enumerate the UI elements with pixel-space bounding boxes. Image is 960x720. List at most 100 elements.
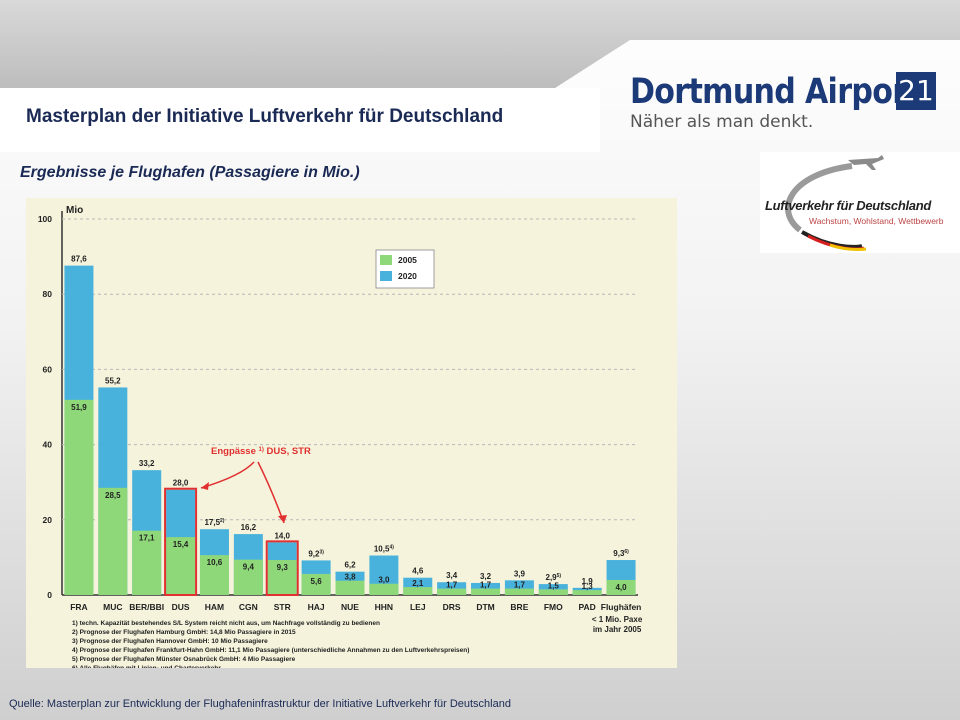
data-label-2005: 1,3 [582, 582, 594, 591]
x-tick-label: BRE [510, 602, 528, 612]
data-label-2020: 1,9 [582, 577, 594, 586]
bar-2005 [64, 399, 94, 595]
chart-panel: Mio 0 20 40 60 80 100 87,6 51,9 FRA 55,2 28,5 MUC 33,… [26, 198, 677, 672]
x-tick-label: FMO [544, 602, 563, 612]
y-tick-label: 0 [47, 590, 52, 600]
bar-2005 [233, 559, 263, 595]
bar-2005 [335, 580, 365, 595]
footnote: 1) techn. Kapazität bestehendes S/L Syst… [72, 620, 380, 627]
bar-2005 [301, 573, 331, 595]
bar-2005 [369, 583, 399, 595]
y-tick-label: 40 [43, 440, 53, 450]
x-tick-sublabel: im Jahr 2005 [593, 625, 642, 634]
data-label-2020: 9,36) [613, 549, 629, 558]
footnote-marker: 1) [259, 447, 264, 453]
bar-2005 [471, 588, 501, 595]
x-tick-label: STR [274, 602, 291, 612]
data-label-2005: 3,0 [378, 576, 390, 585]
data-label-2005: 28,5 [105, 491, 121, 500]
partner-logo: Luftverkehr für Deutschland Wachstum, Wo… [760, 152, 960, 253]
legend-label: 2005 [398, 255, 417, 265]
slide-title: Masterplan der Initiative Luftverkehr fü… [26, 106, 504, 127]
data-label-2020: 2,95) [546, 573, 562, 582]
x-tick-label: CGN [239, 602, 258, 612]
y-tick-label: 80 [43, 289, 53, 299]
footnote: 4) Prognose der Flughafen Frankfurt-Hahn… [72, 647, 469, 654]
footnote-marker: 4) [389, 545, 394, 551]
logo-badge: 21 [896, 72, 936, 110]
partner-subtitle: Wachstum, Wohlstand, Wettbewerb [809, 216, 944, 226]
data-label-2020: 14,0 [274, 531, 290, 540]
bottleneck-annotation: Engpässe 1) DUS, STR [211, 446, 311, 457]
annotation-arrow [257, 461, 285, 524]
x-tick-label: BER/BBI [129, 602, 164, 612]
x-tick-label: PAD [579, 602, 596, 612]
data-label-2005: 10,6 [207, 558, 223, 567]
data-label-2005: 9,4 [243, 563, 255, 572]
bar-2005 [199, 555, 229, 595]
x-tick-label: HHN [375, 602, 393, 612]
footnote-marker: 3) [319, 549, 324, 555]
data-label-2005: 51,9 [71, 403, 87, 412]
bar-2005 [437, 588, 467, 595]
x-tick-label: LEJ [410, 602, 426, 612]
data-label-2005: 4,0 [615, 583, 627, 592]
data-label-2020: 55,2 [105, 376, 121, 385]
logo-tagline: Näher als man denkt. [630, 112, 814, 132]
legend-swatch [380, 271, 392, 281]
section-title: Ergebnisse je Flughafen (Passagiere in M… [20, 164, 360, 181]
passenger-bar-chart: Mio 0 20 40 60 80 100 87,6 51,9 FRA 55,2 28,5 MUC 33,… [38, 205, 643, 672]
footnote: 3) Prognose der Flughafen Hannover GmbH:… [72, 638, 268, 645]
data-label-2005: 1,5 [548, 581, 560, 590]
x-tick-label: DRS [443, 602, 461, 612]
footnote-marker: 6) [624, 549, 629, 555]
data-label-2005: 1,7 [446, 581, 458, 590]
data-label-2005: 17,1 [139, 534, 155, 543]
header-band [0, 0, 960, 152]
airplane-icon [848, 155, 884, 170]
data-label-2005: 9,3 [277, 563, 289, 572]
y-tick-label: 100 [38, 214, 52, 224]
footnote-marker: 5) [557, 573, 562, 579]
x-tick-label: MUC [103, 602, 122, 612]
footnote: 5) Prognose der Flughafen Münster Osnabr… [72, 656, 296, 663]
y-tick-label: 20 [43, 515, 53, 525]
y-axis-unit: Mio [66, 205, 83, 216]
bar-2005 [538, 589, 568, 595]
highlight-box [265, 540, 299, 596]
data-label-2020: 28,0 [173, 479, 189, 488]
data-label-2020: 17,52) [204, 518, 224, 527]
footnote: 6) Alle Flughäfen mit Linien- und Charte… [72, 665, 221, 668]
data-label-2005: 15,4 [173, 540, 189, 549]
x-tick-label: Flughäfen [601, 602, 642, 612]
x-tick-label: HAJ [308, 602, 325, 612]
bar-2005 [504, 588, 534, 595]
x-tick-label: FRA [70, 602, 87, 612]
footnote-marker: 2) [220, 518, 225, 524]
bar-2005 [572, 590, 602, 595]
bar-2005 [132, 530, 162, 595]
bar-2005 [403, 587, 433, 595]
annotation-airports: DUS, STR [264, 446, 311, 457]
data-label-2020: 16,2 [241, 523, 257, 532]
y-tick-label: 60 [43, 364, 53, 374]
data-label-2005: 1,7 [480, 581, 492, 590]
bar-2005 [267, 560, 297, 595]
x-tick-label: DUS [172, 602, 190, 612]
dortmund-airport-logo: Dortmund Airport [630, 72, 921, 112]
data-label-2020: 3,9 [514, 569, 526, 578]
x-tick-sublabel: < 1 Mio. Paxe [592, 615, 643, 624]
data-label-2020: 4,6 [412, 567, 424, 576]
arrow-head [278, 515, 287, 523]
data-label-2005: 5,6 [311, 577, 323, 586]
x-tick-label: DTM [476, 602, 494, 612]
bar-2005 [166, 537, 196, 595]
source-note: Quelle: Masterplan zur Entwicklung der F… [9, 698, 511, 710]
x-tick-label: NUE [341, 602, 359, 612]
arrow-head [201, 482, 209, 490]
bar-2005 [98, 487, 128, 595]
data-label-2005: 3,8 [344, 573, 356, 582]
annotation-arrow [200, 461, 255, 489]
partner-name: Luftverkehr für Deutschland [765, 198, 931, 213]
data-label-2020: 6,2 [344, 561, 356, 570]
